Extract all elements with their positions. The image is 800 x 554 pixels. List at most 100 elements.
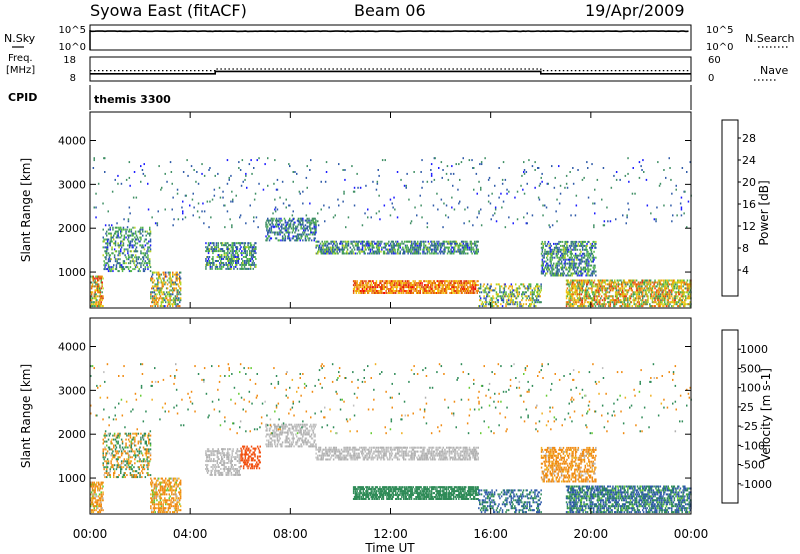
heatmap-cell — [249, 258, 252, 260]
heatmap-cell — [658, 281, 661, 284]
heatmap-cell — [560, 256, 563, 259]
heatmap-cell — [212, 262, 214, 264]
heatmap-cell — [390, 292, 393, 294]
heatmap-cell — [472, 246, 474, 249]
heatmap-cell — [638, 295, 640, 298]
heatmap-cell — [575, 272, 578, 275]
heatmap-cell — [192, 214, 194, 217]
heatmap-cell — [596, 303, 598, 306]
heatmap-cell — [274, 223, 277, 226]
heatmap-cell — [548, 246, 551, 249]
heatmap-cell — [296, 225, 299, 228]
heatmap-cell — [565, 289, 568, 292]
heatmap-cell — [276, 233, 279, 236]
heatmap-cell — [599, 293, 601, 296]
heatmap-cell — [332, 216, 335, 219]
heatmap-cell — [546, 268, 548, 271]
heatmap-cell — [542, 244, 544, 247]
heatmap-cell — [378, 174, 380, 177]
heatmap-cell — [413, 252, 415, 255]
heatmap-cell — [416, 292, 419, 294]
heatmap-cell — [618, 287, 620, 290]
heatmap-cell — [141, 246, 143, 249]
heatmap-cell — [309, 202, 311, 205]
heatmap-cell — [430, 292, 433, 294]
heatmap-cell — [593, 299, 596, 302]
heatmap-cell — [177, 289, 179, 292]
heatmap-cell — [681, 293, 683, 296]
heatmap-cell — [647, 301, 649, 304]
heatmap-cell — [327, 242, 330, 245]
heatmap-cell — [625, 299, 627, 302]
heatmap-cell — [561, 274, 564, 277]
heatmap-cell — [471, 292, 473, 294]
heatmap-cell — [238, 250, 240, 253]
heatmap-cell — [190, 165, 193, 168]
heatmap-cell — [549, 256, 551, 259]
heatmap-cell — [229, 250, 232, 253]
heatmap-cell — [369, 244, 372, 247]
heatmap-cell — [516, 303, 519, 306]
heatmap-cell — [575, 301, 577, 304]
heatmap-cell — [571, 295, 574, 298]
heatmap-cell — [604, 279, 606, 282]
heatmap-cell — [178, 297, 180, 300]
heatmap-cell — [91, 291, 94, 294]
heatmap-cell — [550, 252, 552, 255]
heatmap-cell — [97, 287, 100, 290]
heatmap-cell — [232, 252, 234, 255]
heatmap-cell — [541, 272, 544, 275]
heatmap-cell — [235, 263, 238, 266]
heatmap-cell — [450, 250, 452, 253]
heatmap-cell — [380, 242, 382, 245]
heatmap-cell — [208, 262, 211, 264]
heatmap-cell — [677, 281, 679, 284]
heatmap-cell — [245, 263, 247, 266]
heatmap-cell — [93, 301, 95, 304]
heatmap-cell — [429, 282, 431, 285]
heatmap-cell — [611, 289, 613, 292]
heatmap-cell — [299, 239, 301, 242]
heatmap-cell — [615, 291, 618, 294]
heatmap-cell — [359, 284, 362, 287]
heatmap-cell — [433, 248, 436, 251]
heatmap-cell — [281, 239, 284, 242]
heatmap-cell — [137, 258, 140, 261]
heatmap-cell — [642, 293, 644, 296]
heatmap-cell — [483, 291, 485, 294]
heatmap-cell — [241, 252, 243, 255]
heatmap-cell — [235, 260, 238, 262]
heatmap-cell — [684, 295, 686, 298]
heatmap-cell — [649, 287, 652, 290]
heatmap-cell — [134, 230, 137, 233]
heatmap-cell — [477, 250, 479, 253]
heatmap-cell — [95, 216, 97, 219]
heatmap-cell — [144, 244, 147, 247]
heatmap-cell — [685, 297, 687, 300]
heatmap-cell — [393, 280, 395, 283]
heatmap-cell — [457, 286, 459, 289]
heatmap-cell — [552, 264, 554, 267]
heatmap-cell — [113, 232, 116, 235]
heatmap-cell — [315, 231, 317, 234]
heatmap-cell — [364, 252, 366, 255]
heatmap-cell — [620, 279, 622, 282]
heatmap-cell — [594, 301, 597, 304]
heatmap-cell — [235, 194, 237, 197]
heatmap-cell — [109, 260, 111, 263]
heatmap-cell — [157, 303, 159, 306]
heatmap-cell — [395, 286, 397, 289]
heatmap-cell — [423, 290, 426, 292]
heatmap-cell — [221, 256, 223, 258]
heatmap-cell — [244, 246, 247, 249]
heatmap-cell — [237, 258, 240, 260]
heatmap-cell — [328, 206, 330, 209]
heatmap-cell — [366, 290, 368, 292]
heatmap-cell — [410, 244, 413, 247]
heatmap-cell — [361, 240, 364, 243]
heatmap-cell — [352, 280, 355, 283]
heatmap-cell — [588, 297, 591, 300]
heatmap-cell — [562, 250, 565, 253]
heatmap-cell — [445, 290, 448, 292]
heatmap-cell — [100, 277, 102, 280]
